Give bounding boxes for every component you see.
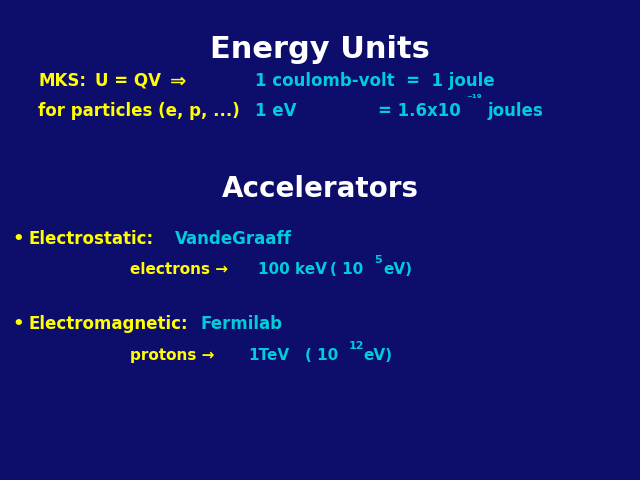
Text: Energy Units: Energy Units — [210, 35, 430, 64]
Text: 1 eV: 1 eV — [255, 102, 296, 120]
Text: Fermilab: Fermilab — [200, 315, 282, 333]
Text: •: • — [12, 230, 24, 248]
Text: ⁻¹⁹: ⁻¹⁹ — [466, 94, 482, 104]
Text: ( 10: ( 10 — [330, 262, 364, 277]
Text: U = QV: U = QV — [95, 72, 161, 90]
Text: = 1.6x10: = 1.6x10 — [378, 102, 461, 120]
Text: Electromagnetic:: Electromagnetic: — [28, 315, 188, 333]
Text: •: • — [12, 315, 24, 333]
Text: Accelerators: Accelerators — [221, 175, 419, 203]
Text: electrons →: electrons → — [130, 262, 228, 277]
Text: 5: 5 — [374, 255, 381, 265]
Text: joules: joules — [488, 102, 544, 120]
Text: 100 keV: 100 keV — [258, 262, 327, 277]
Text: eV): eV) — [363, 348, 392, 363]
Text: protons →: protons → — [130, 348, 214, 363]
Text: 1TeV: 1TeV — [248, 348, 289, 363]
Text: ( 10: ( 10 — [305, 348, 339, 363]
Text: 12: 12 — [349, 341, 365, 351]
Text: ⇒: ⇒ — [170, 72, 186, 91]
Text: eV): eV) — [383, 262, 412, 277]
Text: MKS:: MKS: — [38, 72, 86, 90]
Text: VandeGraaff: VandeGraaff — [175, 230, 292, 248]
Text: for particles (e, p, ...): for particles (e, p, ...) — [38, 102, 240, 120]
Text: Electrostatic:: Electrostatic: — [28, 230, 153, 248]
Text: 1 coulomb-volt  =  1 joule: 1 coulomb-volt = 1 joule — [255, 72, 495, 90]
